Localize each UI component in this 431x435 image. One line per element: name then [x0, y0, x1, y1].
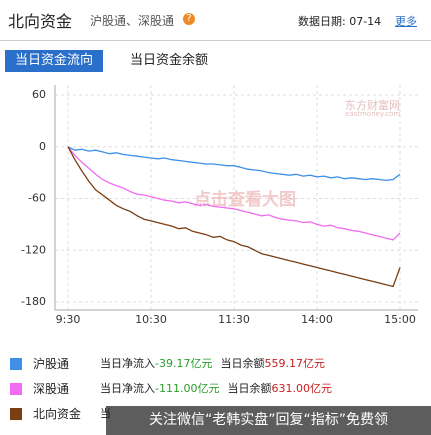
x-tick-label: 9:30 [56, 313, 81, 326]
legend-row: 沪股通 当日净流入-39.17亿元 当日余额559.17亿元 [0, 352, 431, 376]
logo: 东方财富网 [345, 99, 400, 112]
help-icon[interactable]: ? [183, 13, 195, 25]
legend-name: 沪股通 [33, 357, 70, 371]
inflow-label: 当日净流入 [100, 382, 155, 395]
banner[interactable]: 关注微信“老韩实盘”回复“指标”免费领 [106, 406, 431, 435]
inflow-label: 当日净流入 [100, 357, 155, 370]
tab[interactable]: 当日资金流向 [5, 50, 103, 72]
balance-label: 当日余额 [227, 382, 272, 395]
x-tick-label: 10:30 [135, 313, 167, 326]
inflow-value: -111.00亿元 [155, 382, 220, 395]
summary: 当日净流入-39.17亿元 当日余额559.17亿元 [100, 352, 325, 376]
divider [0, 40, 431, 41]
balance-value: 631.00亿元 [271, 382, 332, 395]
series-line [67, 146, 401, 241]
x-tick-label: 15:00 [384, 313, 416, 326]
chart: 60 0 -60 -120 -180 9:30 10:30 11:30 14:00 15:00 点击… [21, 85, 418, 326]
y-tick-label: -180 [21, 295, 46, 308]
x-tick-label: 11:30 [218, 313, 250, 326]
legend-row: 深股通 当日净流入-111.00亿元 当日余额631.00亿元 [0, 377, 431, 401]
y-tick-label: 0 [39, 140, 46, 153]
legend: 沪股通 当日净流入-39.17亿元 当日余额559.17亿元 深股通 当日净流入-111… [0, 352, 431, 432]
logo-sub: eastmoney.com [345, 110, 401, 118]
date-label: 数据日期: [298, 15, 346, 28]
title: 北向资金 [8, 12, 73, 31]
series-line [67, 146, 401, 288]
legend-name: 深股通 [33, 382, 70, 396]
legend-swatch [10, 383, 22, 395]
legend-name: 北向资金 [33, 407, 82, 421]
inflow-label: 当 [100, 407, 111, 420]
summary: 当日净流入-111.00亿元 当日余额631.00亿元 [100, 377, 332, 401]
subtitle: 沪股通、深股通 [90, 14, 175, 28]
tab[interactable]: 当日资金余额 [129, 53, 208, 68]
more-link[interactable]: 更多 [395, 15, 417, 28]
inflow-value: -39.17亿元 [155, 357, 213, 370]
y-tick-label: -60 [28, 192, 46, 205]
summary: 当 [100, 402, 111, 426]
y-tick-label: -120 [21, 243, 46, 256]
balance-value: 559.17亿元 [264, 357, 325, 370]
legend-swatch [10, 358, 22, 370]
x-tick-label: 14:00 [301, 313, 333, 326]
legend-row: 北向资金 当 [0, 402, 431, 426]
legend-swatch [10, 408, 22, 420]
watermark: 点击查看大图 [194, 189, 296, 210]
balance-label: 当日余额 [220, 357, 265, 370]
date: 07-14 [349, 15, 382, 28]
series-line [67, 146, 401, 182]
y-tick-label: 60 [32, 88, 46, 101]
